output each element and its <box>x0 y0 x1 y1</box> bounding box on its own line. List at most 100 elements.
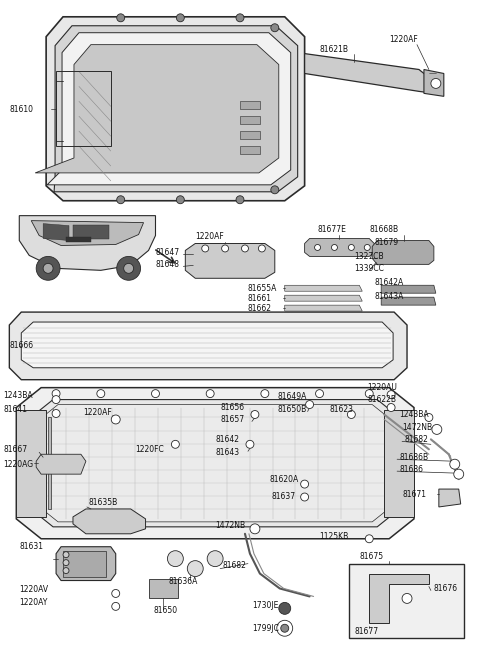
Text: 81686B: 81686B <box>399 453 428 462</box>
Circle shape <box>365 390 373 398</box>
Circle shape <box>300 493 309 501</box>
Polygon shape <box>21 322 393 367</box>
Circle shape <box>236 196 244 204</box>
Polygon shape <box>305 54 434 94</box>
Circle shape <box>222 245 228 252</box>
Circle shape <box>117 196 125 204</box>
Polygon shape <box>33 405 397 522</box>
Polygon shape <box>439 489 461 507</box>
Text: 81622B: 81622B <box>367 395 396 404</box>
Polygon shape <box>148 578 179 599</box>
Text: 1220AV: 1220AV <box>19 585 48 594</box>
Circle shape <box>450 459 460 469</box>
Circle shape <box>258 245 265 252</box>
Text: 81623: 81623 <box>329 405 353 414</box>
Text: 81655A: 81655A <box>248 284 277 293</box>
Polygon shape <box>285 295 362 301</box>
Circle shape <box>176 14 184 22</box>
Polygon shape <box>372 240 434 265</box>
Polygon shape <box>285 305 362 311</box>
Text: 81676: 81676 <box>434 584 458 593</box>
Circle shape <box>454 469 464 479</box>
Circle shape <box>168 551 183 567</box>
Text: 81686: 81686 <box>399 464 423 474</box>
Polygon shape <box>19 215 156 271</box>
Bar <box>240 131 260 139</box>
Polygon shape <box>31 221 144 246</box>
Text: 81666: 81666 <box>9 341 34 350</box>
Polygon shape <box>46 17 305 200</box>
Circle shape <box>111 415 120 424</box>
Text: 81650: 81650 <box>154 606 178 615</box>
Text: 81636A: 81636A <box>168 577 198 586</box>
Circle shape <box>348 411 355 419</box>
Circle shape <box>348 244 354 250</box>
Polygon shape <box>424 69 444 96</box>
Text: 81679: 81679 <box>374 238 398 247</box>
Circle shape <box>36 256 60 280</box>
Polygon shape <box>16 388 414 539</box>
Text: 1220AY: 1220AY <box>19 598 48 607</box>
Circle shape <box>112 603 120 610</box>
Text: 81668B: 81668B <box>369 225 398 234</box>
Bar <box>349 563 464 638</box>
Text: 1243BA: 1243BA <box>399 410 429 419</box>
Circle shape <box>387 403 395 411</box>
Text: 1220AF: 1220AF <box>389 35 418 44</box>
Text: 81610: 81610 <box>9 105 33 114</box>
Text: 81661: 81661 <box>248 293 272 303</box>
Polygon shape <box>43 223 69 240</box>
Circle shape <box>246 440 254 448</box>
Polygon shape <box>9 312 407 380</box>
Text: 1220AF: 1220AF <box>83 408 112 417</box>
Text: 1220AU: 1220AU <box>367 383 397 392</box>
Text: 1799JC: 1799JC <box>252 624 279 633</box>
Polygon shape <box>185 244 275 278</box>
Polygon shape <box>384 409 414 517</box>
Circle shape <box>300 480 309 488</box>
Text: 81657: 81657 <box>220 415 244 424</box>
Circle shape <box>261 390 269 398</box>
Text: 81662: 81662 <box>248 304 272 312</box>
Polygon shape <box>36 455 86 474</box>
Circle shape <box>176 196 184 204</box>
Circle shape <box>97 390 105 398</box>
Circle shape <box>117 256 141 280</box>
Polygon shape <box>73 509 145 534</box>
Circle shape <box>206 390 214 398</box>
Polygon shape <box>73 225 109 238</box>
Circle shape <box>364 244 370 250</box>
Text: 1472NB: 1472NB <box>402 423 432 432</box>
Text: 81656: 81656 <box>220 403 244 412</box>
Circle shape <box>402 593 412 603</box>
Circle shape <box>207 551 223 567</box>
Bar <box>240 146 260 154</box>
Circle shape <box>52 409 60 417</box>
Circle shape <box>63 552 69 557</box>
Text: 81650B: 81650B <box>278 405 307 414</box>
Text: 81677: 81677 <box>354 627 378 636</box>
Circle shape <box>279 603 291 614</box>
Circle shape <box>52 390 60 398</box>
Text: 81621B: 81621B <box>320 45 348 54</box>
Text: 81648: 81648 <box>156 260 180 269</box>
Circle shape <box>117 14 125 22</box>
Circle shape <box>365 534 373 543</box>
Text: 81675: 81675 <box>360 552 384 561</box>
Circle shape <box>387 390 395 399</box>
Text: 81682: 81682 <box>222 561 246 570</box>
Circle shape <box>43 263 53 273</box>
Circle shape <box>52 396 60 403</box>
Polygon shape <box>54 26 298 192</box>
Circle shape <box>251 411 259 419</box>
Text: 1125KB: 1125KB <box>320 533 349 541</box>
Circle shape <box>315 390 324 398</box>
Text: 1472NB: 1472NB <box>215 521 245 531</box>
Text: 81642: 81642 <box>215 435 239 444</box>
Circle shape <box>124 263 133 273</box>
Polygon shape <box>381 297 436 305</box>
Circle shape <box>250 524 260 534</box>
Text: 81635B: 81635B <box>89 498 118 508</box>
Text: 1327CB: 1327CB <box>354 252 384 261</box>
Circle shape <box>431 79 441 88</box>
